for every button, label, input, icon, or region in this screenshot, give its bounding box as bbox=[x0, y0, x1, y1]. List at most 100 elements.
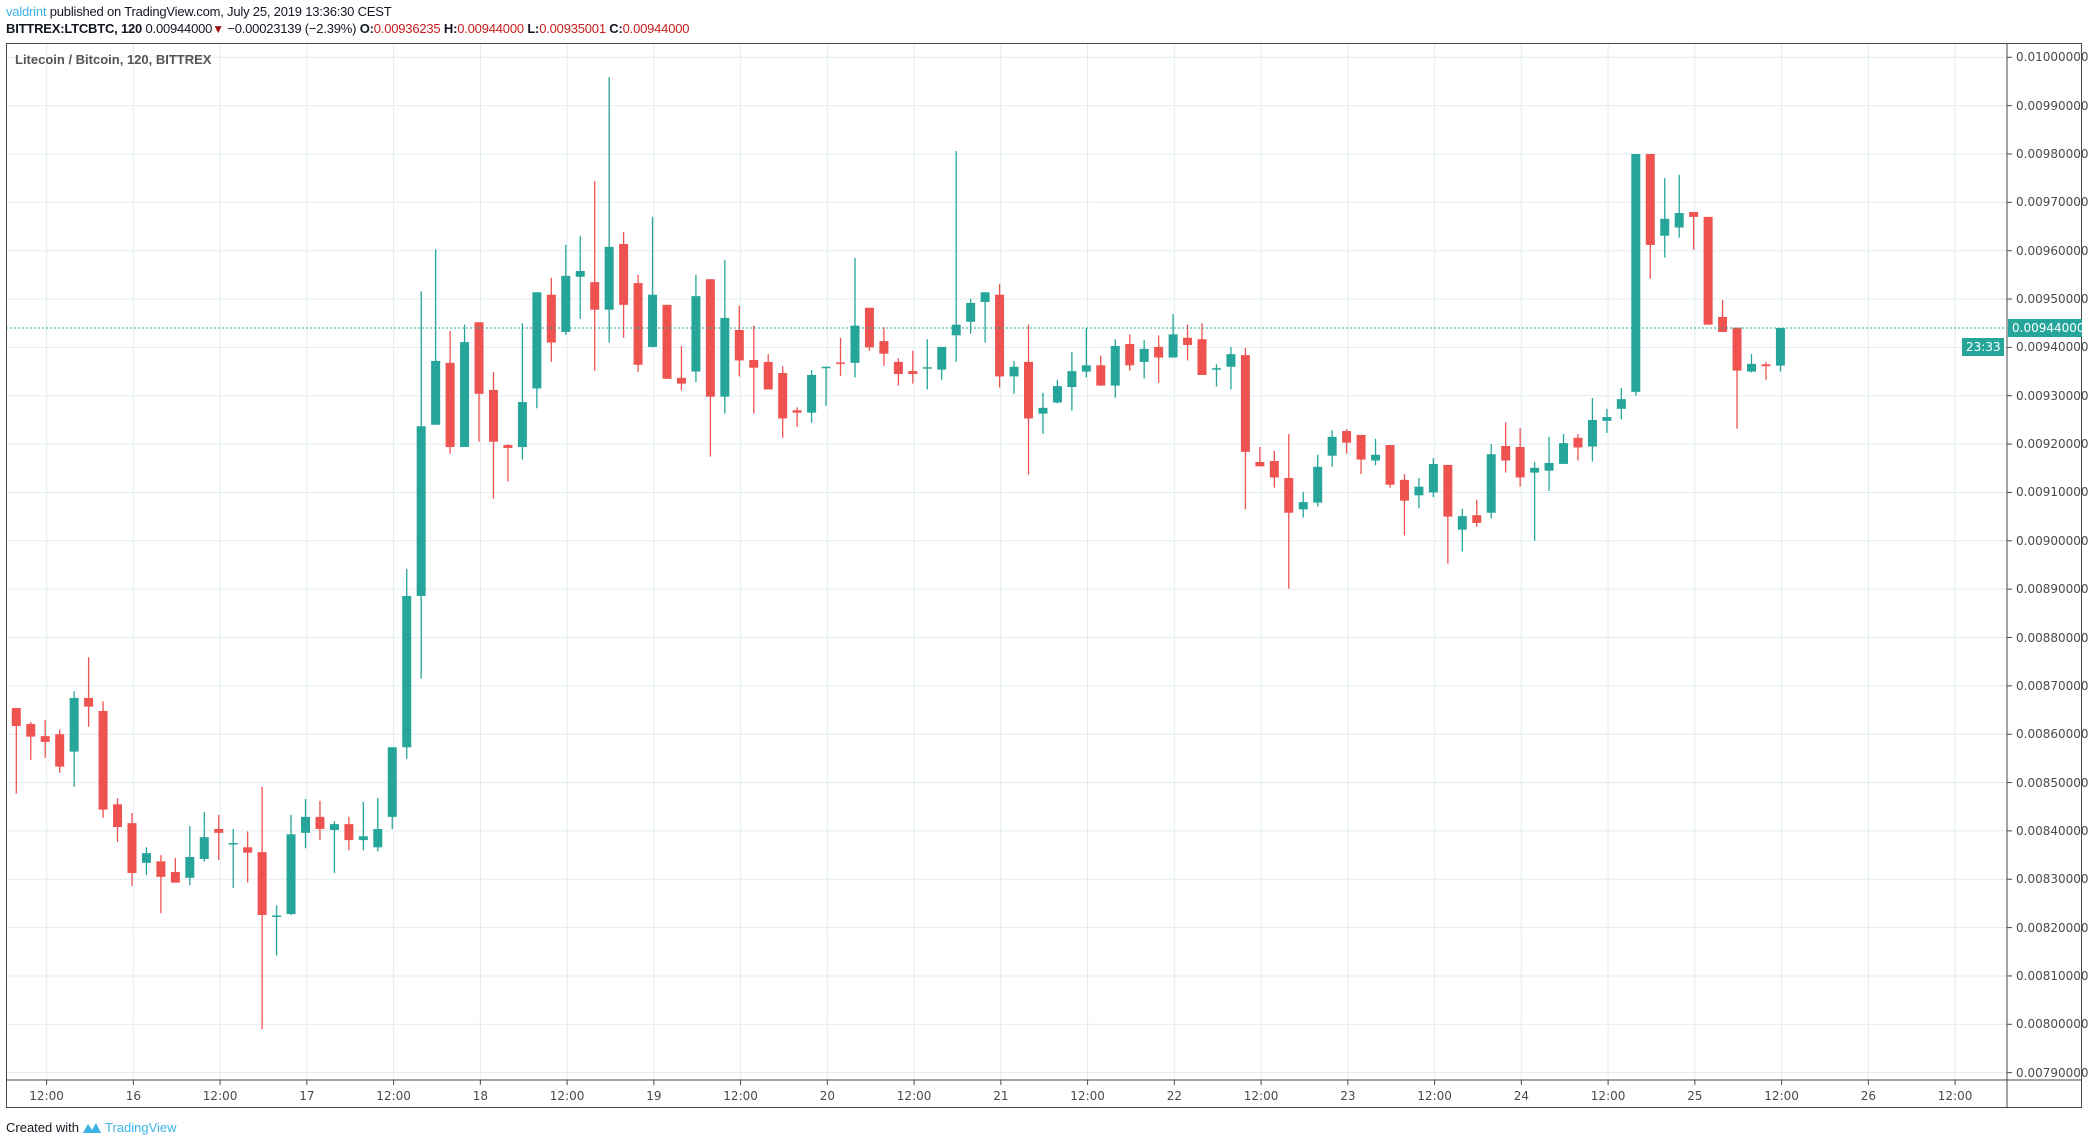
time-tick-label: 16 bbox=[125, 1089, 141, 1103]
candle bbox=[1747, 354, 1756, 373]
candle bbox=[1399, 474, 1409, 536]
price-change: −0.00023139 (−2.39%) bbox=[227, 21, 357, 36]
time-tick-label: 12:00 bbox=[896, 1089, 932, 1103]
candle-body bbox=[1211, 368, 1221, 370]
candle bbox=[648, 216, 658, 348]
candle-body bbox=[1501, 446, 1511, 461]
candle-body bbox=[590, 282, 600, 310]
candle bbox=[1024, 324, 1033, 475]
price-tick-label: 0.00920000 bbox=[2016, 437, 2089, 452]
candle-body bbox=[1183, 337, 1193, 345]
candle-body bbox=[1197, 339, 1207, 375]
time-tick-label: 12:00 bbox=[202, 1089, 238, 1103]
candle-body bbox=[749, 359, 759, 368]
candle bbox=[850, 257, 860, 378]
candle bbox=[1255, 447, 1265, 467]
candle-body bbox=[301, 816, 310, 833]
candle-body bbox=[228, 842, 238, 845]
candle bbox=[1284, 433, 1294, 589]
tradingview-logo-icon[interactable] bbox=[82, 1121, 102, 1134]
price-tick-label: 0.00880000 bbox=[2016, 630, 2089, 645]
created-with-text: Created with bbox=[6, 1120, 79, 1135]
candle bbox=[445, 330, 455, 454]
time-tick-label: 12:00 bbox=[723, 1089, 758, 1103]
candle bbox=[1732, 327, 1742, 429]
candle-body bbox=[329, 824, 339, 830]
candle bbox=[272, 905, 282, 956]
candle-body bbox=[1110, 345, 1120, 386]
price-tick-label: 0.00980000 bbox=[2016, 147, 2089, 161]
candle-body bbox=[908, 371, 918, 374]
candle bbox=[1645, 154, 1655, 279]
candle-body bbox=[648, 294, 658, 347]
candle-body bbox=[127, 823, 137, 873]
candle-body bbox=[1226, 354, 1236, 367]
author-link[interactable]: valdrint bbox=[6, 4, 47, 19]
price-tick-label: 0.00930000 bbox=[2016, 388, 2089, 403]
candle-body bbox=[40, 736, 50, 742]
candle-body bbox=[141, 853, 151, 863]
candle bbox=[199, 812, 209, 862]
candle-body bbox=[1631, 154, 1641, 392]
candle-body bbox=[1024, 361, 1033, 419]
time-tick-label: 12:00 bbox=[376, 1089, 411, 1103]
candle bbox=[546, 277, 556, 362]
candle bbox=[1168, 314, 1178, 358]
candle bbox=[1110, 339, 1120, 398]
candle bbox=[431, 249, 441, 425]
close-value: 0.00944000 bbox=[622, 21, 690, 36]
candle-body bbox=[474, 322, 484, 394]
candles bbox=[11, 77, 1785, 1030]
candle-body bbox=[1052, 386, 1062, 403]
candle-body bbox=[1240, 355, 1250, 452]
candle-body bbox=[1457, 516, 1467, 530]
candle-body bbox=[416, 426, 426, 596]
candle bbox=[460, 324, 470, 448]
candle-body bbox=[1298, 502, 1308, 510]
candle bbox=[84, 657, 94, 727]
candle bbox=[416, 291, 426, 679]
candle-body bbox=[243, 847, 253, 853]
candle-body bbox=[1660, 218, 1670, 236]
price-tick-label: 0.00810000 bbox=[2016, 968, 2089, 983]
candle bbox=[1327, 430, 1337, 467]
candle bbox=[1052, 379, 1062, 404]
candle bbox=[1602, 408, 1612, 433]
candle-body bbox=[1428, 463, 1438, 493]
candle-body bbox=[705, 279, 715, 397]
candle bbox=[503, 444, 513, 482]
price-tick-label: 0.00970000 bbox=[2016, 195, 2089, 210]
last-price: 0.00944000 bbox=[145, 21, 213, 36]
candle bbox=[358, 801, 368, 851]
tradingview-link[interactable]: TradingView bbox=[104, 1120, 177, 1135]
candle bbox=[1342, 429, 1352, 454]
candle-body bbox=[763, 361, 773, 390]
candle bbox=[1501, 422, 1511, 473]
candle bbox=[951, 151, 961, 362]
candle bbox=[344, 816, 354, 851]
candle-body bbox=[980, 292, 990, 302]
candle bbox=[1428, 458, 1438, 498]
last-price-badge: 0.00944000 bbox=[2008, 319, 2085, 337]
candle bbox=[11, 708, 21, 794]
candle bbox=[1573, 433, 1583, 461]
candle bbox=[662, 304, 672, 379]
candle-body bbox=[1544, 462, 1554, 471]
candle bbox=[1371, 438, 1381, 466]
candle-body bbox=[373, 828, 383, 848]
candle-body bbox=[1775, 328, 1785, 366]
candle bbox=[966, 299, 976, 334]
candle bbox=[1486, 444, 1496, 519]
candle bbox=[995, 284, 1005, 388]
candle-body bbox=[922, 367, 932, 369]
candle-body bbox=[1718, 316, 1728, 332]
candle-body bbox=[113, 804, 123, 828]
candle bbox=[228, 828, 238, 888]
candle-body bbox=[431, 360, 441, 425]
candle-body bbox=[214, 828, 224, 833]
candle bbox=[532, 292, 542, 409]
candle-body bbox=[1443, 464, 1453, 517]
candle-body bbox=[170, 871, 180, 883]
candle-body bbox=[344, 824, 354, 841]
